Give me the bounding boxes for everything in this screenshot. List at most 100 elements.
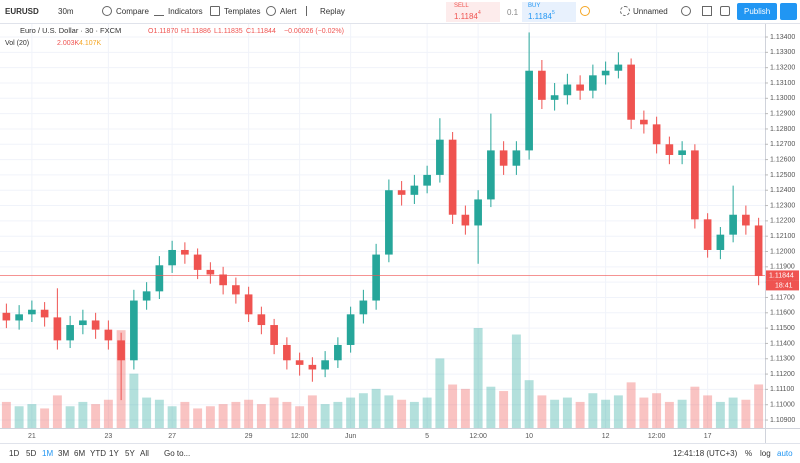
volume-bar <box>78 401 88 428</box>
snapshot-icon[interactable] <box>720 6 730 16</box>
y-tick-label: 1.12100 <box>770 233 795 240</box>
ohlc-low: L1.11835 <box>214 28 243 35</box>
range-button[interactable]: 6M <box>74 449 86 458</box>
y-tick-label: 1.12900 <box>770 110 795 117</box>
volume-bar <box>205 406 215 428</box>
y-tick-label: 1.11200 <box>770 371 795 378</box>
scale-option[interactable]: auto <box>777 449 793 458</box>
last-price-label: 1.11844 <box>769 272 794 279</box>
candle-body <box>397 190 406 195</box>
candle-body <box>652 124 661 145</box>
layout-name[interactable]: Unnamed <box>633 7 668 16</box>
volume-bar <box>422 397 432 428</box>
volume-bar <box>626 382 636 428</box>
stream-button[interactable] <box>780 3 797 20</box>
bottom-bar: 1D 5D 1M 3M 6M YTD 1Y 5Y All Go to... 12:41:18 (UT… <box>0 443 800 463</box>
candle-body <box>104 329 113 341</box>
volume-bar <box>1 401 11 428</box>
volume-legend-last: 2.003K <box>57 40 80 47</box>
volume-bar <box>613 395 623 428</box>
y-tick-label: 1.12800 <box>770 126 795 133</box>
x-tick-label: Jun <box>345 433 356 440</box>
scale-option[interactable]: % <box>745 449 753 458</box>
y-tick-label: 1.12000 <box>770 248 795 255</box>
ohlc-close: C1.11844 <box>246 28 276 35</box>
range-button[interactable]: 1Y <box>109 449 119 458</box>
volume-bar <box>499 391 509 428</box>
range-button[interactable]: 5D <box>26 449 37 458</box>
candle-body <box>601 70 610 76</box>
candle-body <box>423 174 431 186</box>
candle-body <box>563 84 572 96</box>
y-tick-label: 1.11500 <box>770 325 795 332</box>
scale-option[interactable]: log <box>760 449 771 458</box>
goto-button[interactable]: Go to... <box>164 449 191 458</box>
buy-pip: 5 <box>552 10 555 16</box>
volume-bar <box>550 399 560 428</box>
range-button[interactable]: 1M <box>42 449 54 458</box>
alert-button[interactable]: Alert <box>280 7 297 16</box>
compare-button[interactable]: Compare <box>116 7 149 16</box>
buy-box[interactable] <box>522 2 576 22</box>
candle-body <box>742 214 750 226</box>
y-tick-label: 1.11900 <box>770 264 795 271</box>
volume-bar <box>180 401 190 428</box>
interval[interactable]: 30m <box>58 7 74 16</box>
volume-bar <box>52 395 62 428</box>
range-button[interactable]: YTD <box>90 449 106 458</box>
y-tick-label: 1.13400 <box>770 34 795 41</box>
volume-bar <box>282 401 292 428</box>
candle-body <box>193 254 202 270</box>
countdown-label: 18:41 <box>775 282 793 289</box>
settings-icon[interactable] <box>681 6 691 16</box>
fullscreen-icon[interactable] <box>702 6 712 16</box>
alert-icon <box>266 6 276 16</box>
candle-body <box>219 274 227 286</box>
buy-price: 1.1184 <box>528 12 552 21</box>
volume-bar <box>562 397 572 428</box>
volume-bar <box>295 406 305 428</box>
candle-body <box>283 344 291 361</box>
sell-price: 1.1184 <box>454 12 478 21</box>
y-tick-label: 1.11000 <box>770 402 795 409</box>
candle-body <box>474 199 482 226</box>
range-button[interactable]: 5Y <box>125 449 135 458</box>
x-tick-label: 12 <box>602 433 610 440</box>
volume-bar <box>397 399 407 428</box>
replay-button[interactable]: Replay <box>320 7 345 16</box>
candle-body <box>308 364 317 370</box>
candle-body <box>754 225 763 277</box>
ohlc-open: O1.11870 <box>148 28 178 35</box>
info-icon[interactable] <box>580 6 590 16</box>
templates-button[interactable]: Templates <box>224 7 261 16</box>
y-tick-label: 1.11100 <box>770 386 794 393</box>
volume-bar <box>575 401 585 428</box>
volume-bar <box>511 334 521 428</box>
volume-bar <box>664 401 674 428</box>
x-tick-label: 5 <box>425 433 429 440</box>
symbol[interactable]: EURUSD <box>5 7 39 16</box>
publish-button[interactable] <box>737 3 777 20</box>
chart-background <box>0 24 800 443</box>
volume-bar <box>14 406 24 428</box>
volume-bar <box>193 408 203 428</box>
volume-bar <box>652 393 662 428</box>
indicators-button[interactable]: Indicators <box>168 7 203 16</box>
volume-bar <box>231 401 241 428</box>
range-button[interactable]: 3M <box>58 449 70 458</box>
volume-bar <box>358 393 368 428</box>
volume-bar <box>167 406 177 428</box>
y-tick-label: 1.11400 <box>770 340 795 347</box>
volume-bar <box>754 384 764 428</box>
sell-box[interactable] <box>446 2 500 22</box>
volume-bar <box>129 373 139 428</box>
candle-body <box>117 340 125 361</box>
candle-body <box>678 150 686 155</box>
y-tick-label: 1.11300 <box>770 356 795 363</box>
x-tick-label: 12:00 <box>648 433 666 440</box>
volume-bar <box>473 328 483 428</box>
range-button[interactable]: All <box>140 449 149 458</box>
range-button[interactable]: 1D <box>9 449 20 458</box>
candle-body <box>321 360 329 370</box>
